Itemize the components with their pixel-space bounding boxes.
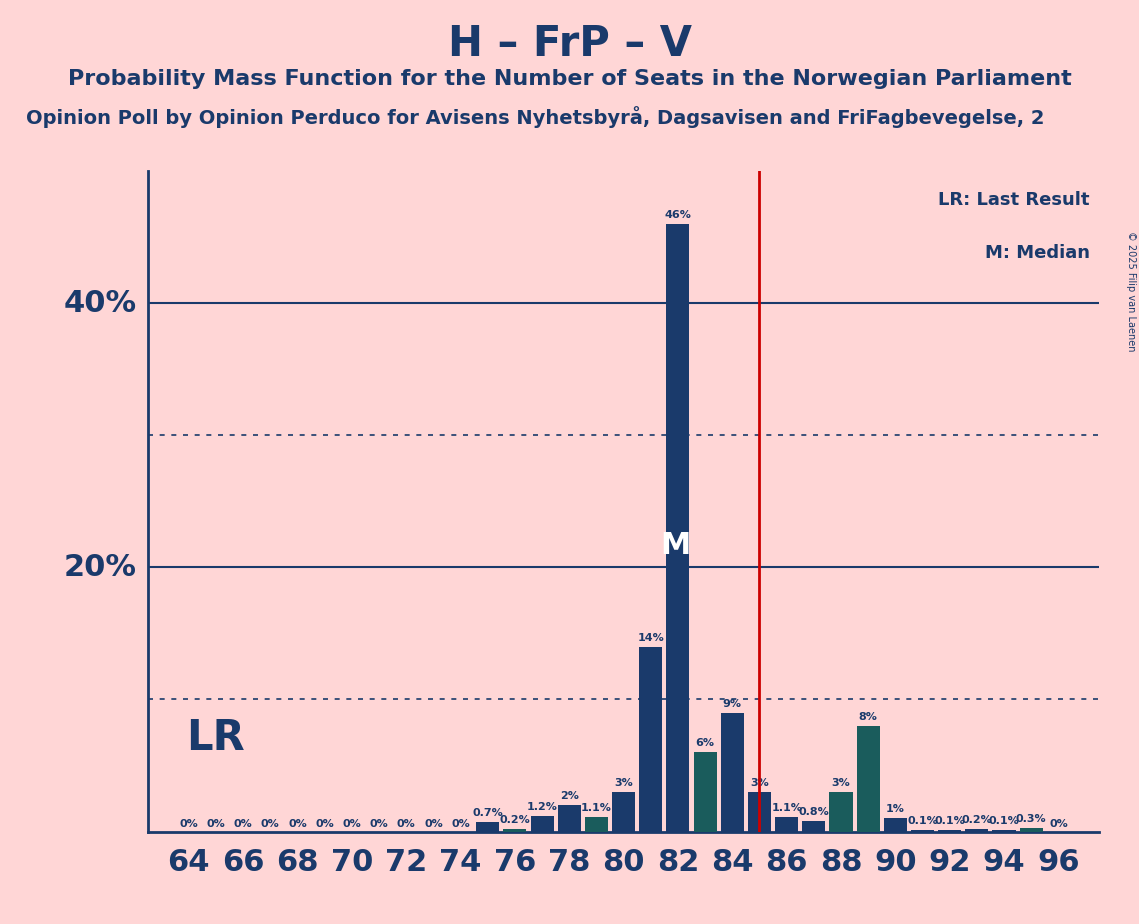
- Text: 0%: 0%: [343, 819, 361, 829]
- Text: 0%: 0%: [451, 819, 470, 829]
- Bar: [939, 831, 961, 832]
- Text: 20%: 20%: [64, 553, 137, 582]
- Text: 0%: 0%: [180, 819, 198, 829]
- Bar: [476, 822, 499, 832]
- Bar: [802, 821, 826, 832]
- Text: M: Median: M: Median: [984, 244, 1090, 261]
- Text: 3%: 3%: [831, 778, 851, 788]
- Text: 0.7%: 0.7%: [473, 808, 503, 819]
- Text: 0.1%: 0.1%: [934, 816, 965, 826]
- Text: 9%: 9%: [723, 699, 741, 709]
- Bar: [612, 792, 636, 832]
- Text: 0.1%: 0.1%: [907, 816, 937, 826]
- Text: 2%: 2%: [559, 791, 579, 801]
- Bar: [1019, 828, 1042, 832]
- Text: 3%: 3%: [751, 778, 769, 788]
- Bar: [776, 817, 798, 832]
- Bar: [857, 726, 879, 832]
- Bar: [911, 831, 934, 832]
- Bar: [666, 224, 689, 832]
- Text: 46%: 46%: [664, 210, 691, 220]
- Text: 0.3%: 0.3%: [1016, 814, 1047, 823]
- Bar: [829, 792, 852, 832]
- Bar: [884, 819, 907, 832]
- Text: 0%: 0%: [206, 819, 226, 829]
- Bar: [992, 831, 1016, 832]
- Text: 1%: 1%: [886, 805, 904, 814]
- Text: 0.2%: 0.2%: [961, 815, 992, 825]
- Text: LR: LR: [186, 717, 245, 759]
- Text: M: M: [659, 531, 690, 561]
- Text: Probability Mass Function for the Number of Seats in the Norwegian Parliament: Probability Mass Function for the Number…: [67, 69, 1072, 90]
- Bar: [721, 712, 744, 832]
- Text: 0.1%: 0.1%: [989, 816, 1019, 826]
- Bar: [966, 829, 989, 832]
- Text: 0%: 0%: [316, 819, 334, 829]
- Bar: [639, 647, 662, 832]
- Text: H – FrP – V: H – FrP – V: [448, 23, 691, 65]
- Text: Opinion Poll by Opinion Perduco for Avisens Nyhetsbyrå, Dagsavisen and FriFagbev: Opinion Poll by Opinion Perduco for Avis…: [26, 106, 1044, 128]
- Bar: [585, 817, 608, 832]
- Bar: [531, 816, 554, 832]
- Text: 3%: 3%: [614, 778, 633, 788]
- Text: 1.2%: 1.2%: [526, 802, 557, 812]
- Text: LR: Last Result: LR: Last Result: [939, 190, 1090, 209]
- Text: 0%: 0%: [261, 819, 280, 829]
- Text: 0.8%: 0.8%: [798, 807, 829, 817]
- Bar: [748, 792, 771, 832]
- Text: 40%: 40%: [64, 288, 137, 318]
- Text: 0%: 0%: [424, 819, 443, 829]
- Text: 1.1%: 1.1%: [581, 803, 612, 813]
- Text: 6%: 6%: [696, 738, 714, 748]
- Bar: [558, 805, 581, 832]
- Text: 8%: 8%: [859, 711, 878, 722]
- Text: 0%: 0%: [288, 819, 306, 829]
- Text: 0.2%: 0.2%: [500, 815, 531, 825]
- Text: 14%: 14%: [638, 633, 664, 643]
- Text: © 2025 Filip van Laenen: © 2025 Filip van Laenen: [1126, 231, 1136, 351]
- Bar: [503, 829, 526, 832]
- Text: 0%: 0%: [370, 819, 388, 829]
- Bar: [694, 752, 716, 832]
- Text: 0%: 0%: [396, 819, 416, 829]
- Text: 1.1%: 1.1%: [771, 803, 802, 813]
- Text: 0%: 0%: [233, 819, 253, 829]
- Text: 0%: 0%: [1049, 819, 1067, 829]
